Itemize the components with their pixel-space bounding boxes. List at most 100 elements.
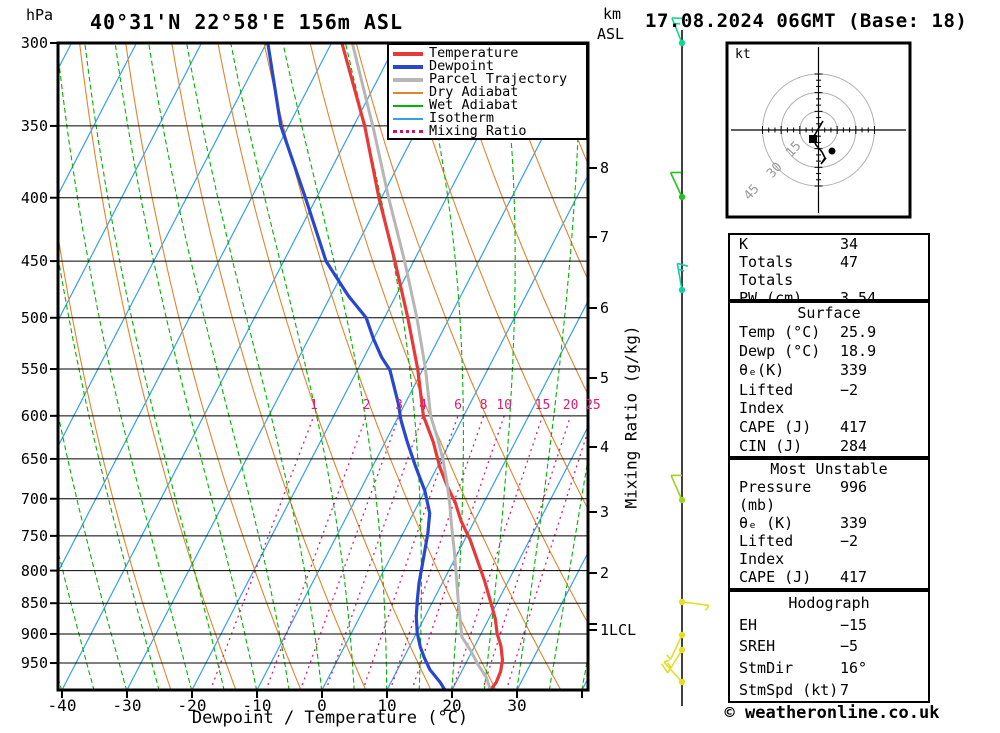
dry-adiabat-line [79, 43, 237, 690]
table-row: Pressure (mb) 996 [730, 478, 928, 514]
dry-adiabat-line [263, 43, 497, 690]
hodograph-border [725, 41, 912, 219]
table-title: Hodograph [788, 593, 870, 612]
row-label: SREH [739, 637, 776, 656]
mixing-ratio-line [505, 428, 588, 690]
pressure-axis-label: 800 [20, 561, 48, 580]
pressure-axis-label: 450 [20, 252, 48, 271]
dry-adiabat-line [125, 43, 302, 690]
table-row: Totals Totals 47 [730, 253, 928, 289]
row-label: θₑ(K) [739, 361, 785, 380]
row-label: K [739, 235, 749, 253]
row-label: CAPE (J) [739, 418, 812, 437]
dewpoint-swatch-icon [393, 64, 423, 69]
row-value: 7 [840, 681, 850, 700]
stats-table-hodograph: Hodograph EH −15 SREH −5 StmDir 16° StmSpd (kt)… [728, 590, 930, 703]
wind-barb-icon [670, 474, 686, 504]
pressure-gridlines [50, 42, 597, 698]
pressure-axis-label: 750 [20, 526, 48, 545]
row-value: 18.9 [840, 342, 877, 361]
x-axis-tick-label: -40 [47, 696, 77, 715]
x-axis-tick-label: -10 [242, 696, 272, 715]
plot-border [56, 41, 590, 692]
wind-barb-icon [663, 659, 686, 686]
dry-adiabat-line [493, 43, 588, 282]
row-value: 34 [840, 235, 859, 253]
row-value: 417 [840, 418, 868, 437]
mixing-ratio-value-label: 8 [479, 398, 488, 413]
isotherm-line [386, 299, 588, 690]
row-label: StmDir [739, 659, 794, 678]
mixing-ratio-value-label: 1 [309, 398, 318, 413]
table-row: EH −15 [730, 616, 928, 634]
isotherm-line [58, 43, 203, 322]
km-axis-label: 1LCL [600, 621, 637, 639]
row-value: 996 [840, 478, 868, 496]
table-row: Lifted Index −2 [730, 381, 928, 417]
legend-item-isotherm: Isotherm [393, 111, 582, 125]
wet-adiabat-line [419, 43, 464, 690]
wet-adiabat-line [483, 43, 516, 690]
dry-adiabat-swatch-icon [393, 91, 423, 94]
wind-barb-icon [678, 598, 710, 611]
table-title: Most Unstable [770, 460, 888, 478]
legend-label: Dewpoint [429, 58, 495, 74]
wind-barb-icon [669, 171, 686, 201]
table-row: Temp (°C) 25.9 [730, 323, 928, 341]
wet-adiabat-line [114, 43, 258, 690]
x-axis-tick-label: 0 [317, 696, 327, 715]
mixing-ratio-value-label: 20 [562, 398, 579, 413]
hodograph-unit-label: kt [735, 47, 751, 62]
wet-adiabat-line [148, 43, 290, 690]
wind-barb-icon [671, 17, 686, 47]
table-row: θₑ(K) 339 [730, 361, 928, 379]
pressure-axis-label: 650 [20, 449, 48, 468]
row-label: Lifted Index [739, 380, 794, 417]
row-value: 417 [840, 568, 868, 586]
table-row: θₑ (K) 339 [730, 514, 928, 532]
x-axis-tick-label: 10 [377, 696, 397, 715]
wet-adiabat-line [58, 48, 193, 690]
parcel-trajectory-swatch-icon [393, 77, 423, 82]
dewpoint-curve [266, 43, 447, 690]
parcel-trajectory-curve [350, 43, 492, 690]
row-value: −2 [840, 532, 859, 550]
pressure-axis-label: 500 [20, 308, 48, 327]
table-row: StmDir 16° [730, 659, 928, 677]
hodograph [725, 41, 912, 219]
km-axis-label: 4 [600, 438, 610, 456]
isotherm-line [58, 43, 138, 197]
wind-barb-icon [676, 262, 689, 294]
legend-label: Wet Adiabat [429, 97, 519, 113]
row-value: 25.9 [840, 322, 877, 341]
isotherm-line [451, 425, 588, 690]
row-label: CIN (J) [739, 437, 803, 456]
mixing-ratio-line [481, 415, 572, 690]
mixing-ratio-line [299, 415, 400, 690]
legend-label: Parcel Trajectory [429, 71, 568, 87]
pressure-axis-unit: hPa [26, 6, 54, 24]
isotherm-swatch-icon [393, 117, 423, 120]
legend-label: Dry Adiabat [429, 84, 519, 100]
table-row: CAPE (J) 417 [730, 418, 928, 436]
legend-item-parcel-trajectory: Parcel Trajectory [393, 71, 582, 87]
table-row: SREH −5 [730, 637, 928, 655]
row-label: EH [739, 615, 758, 634]
sounding-curves [266, 43, 505, 690]
row-value: −5 [840, 637, 859, 656]
stats-table-most-unstable: Most Unstable Pressure (mb) 996 θₑ (K) 339 Li… [728, 458, 930, 604]
legend-item-dewpoint: Dewpoint [393, 58, 582, 74]
x-axis-tick-label: -20 [177, 696, 207, 715]
x-axis-tick-label: 30 [507, 696, 527, 715]
pressure-axis-label: 350 [20, 116, 48, 135]
row-value: −2 [840, 380, 859, 399]
row-label: θₑ (K) [739, 514, 794, 532]
mixing-ratio-value-label: 15 [534, 398, 551, 413]
isotherm-line [126, 43, 463, 690]
x-axis-tick-label: -30 [112, 696, 142, 715]
legend-item-wet-adiabat: Wet Adiabat [393, 97, 582, 113]
pressure-axis-label: 700 [20, 489, 48, 508]
dry-adiabat-line [309, 43, 562, 690]
stats-table-indices: K 34 Totals Totals 47 PW (cm) 3.54 [728, 233, 930, 307]
